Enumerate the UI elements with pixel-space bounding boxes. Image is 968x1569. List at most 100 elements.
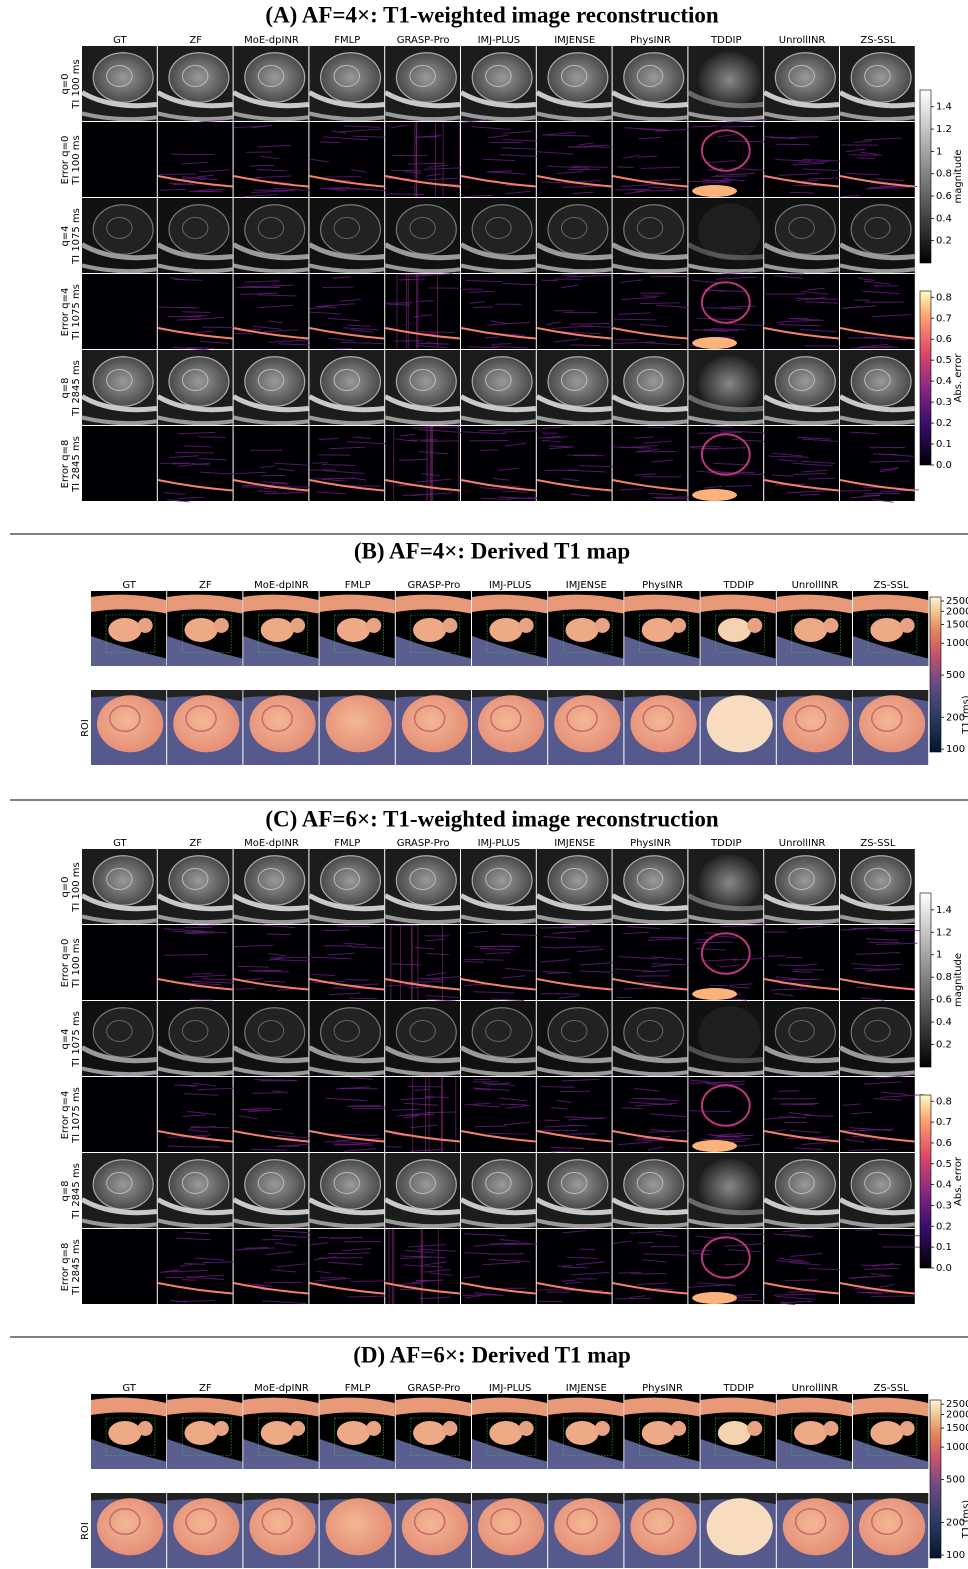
- column-header: IMJ-PLUS: [478, 838, 521, 849]
- error-streak: [499, 1104, 527, 1105]
- image-heart: [169, 357, 229, 407]
- error-streak: [419, 332, 455, 333]
- image-heart: [290, 618, 305, 633]
- colorbar-tick-label: 1.2: [936, 124, 952, 135]
- image-row: [82, 1153, 915, 1228]
- colorbar-tick-label: 0.6: [936, 995, 952, 1006]
- colorbar-tick-label: 1500: [946, 1423, 968, 1434]
- column-header: ZS-SSL: [874, 580, 910, 591]
- image-heart: [321, 856, 381, 906]
- colorbar-tick-label: 0.8: [936, 292, 952, 303]
- row-label: TI 100 ms: [71, 135, 82, 185]
- image-heart: [624, 856, 684, 906]
- image-row: [82, 925, 920, 1001]
- column-header: GRASP-Pro: [397, 838, 450, 849]
- column-header: MoE-dpINR: [244, 35, 299, 46]
- colorbar-tick-label: 0.6: [936, 191, 952, 202]
- colorbar-tick-label: 0.4: [936, 1180, 952, 1191]
- row-label: TI 100 ms: [71, 59, 82, 109]
- image-row: [82, 1075, 924, 1152]
- image-heart: [851, 1008, 911, 1058]
- error-streak: [647, 427, 664, 428]
- error-streak: [694, 942, 734, 943]
- column-header: GRASP-Pro: [397, 35, 450, 46]
- column-header: GT: [122, 580, 136, 591]
- error-streak: [630, 1273, 666, 1274]
- error-streak: [711, 176, 747, 177]
- colorbar: [920, 893, 931, 1067]
- error-streak: [541, 1087, 575, 1088]
- image-heart: [93, 1008, 153, 1058]
- image-heart: [138, 1421, 153, 1436]
- column-header: ZF: [199, 1383, 212, 1394]
- colorbar-label: T1 (ms): [961, 695, 968, 735]
- row-label: q=0: [60, 876, 71, 897]
- image-heart: [261, 1421, 294, 1445]
- error-blob: [692, 1292, 737, 1304]
- image-heart: [548, 53, 608, 103]
- column-header: MoE-dpINR: [254, 1383, 309, 1394]
- image-heart: [97, 695, 163, 752]
- colorbar-label: T1 (ms): [961, 1500, 968, 1540]
- column-header: UnrollINR: [779, 35, 826, 46]
- image-heart: [775, 357, 835, 407]
- image-heart: [337, 1421, 370, 1445]
- image-row: [91, 591, 928, 666]
- colorbar-label: magnitude: [953, 953, 964, 1007]
- image-row: [82, 849, 915, 924]
- colorbar: [930, 1400, 941, 1558]
- image-heart: [326, 1498, 392, 1555]
- image-heart: [548, 1008, 608, 1058]
- image-bg: [82, 122, 157, 197]
- image-heart: [472, 1008, 532, 1058]
- image-heart: [642, 1421, 675, 1445]
- image-heart: [775, 53, 835, 103]
- error-streak: [164, 955, 208, 956]
- image-heart: [851, 205, 911, 255]
- colorbar-tick-label: 100: [946, 1550, 965, 1561]
- colorbar-tick-label: 0.1: [936, 439, 952, 450]
- column-header: PhysINR: [642, 580, 683, 591]
- column-header: GT: [113, 838, 127, 849]
- error-blob: [692, 988, 737, 1000]
- image-heart: [249, 695, 315, 752]
- row-label: TI 100 ms: [71, 862, 82, 912]
- error-streak: [314, 478, 356, 479]
- error-streak: [318, 1238, 351, 1239]
- colorbar-tick-label: 0.2: [936, 1221, 952, 1232]
- colorbar-tick-label: 0.4: [936, 1017, 952, 1028]
- image-heart: [707, 1498, 773, 1555]
- error-streak: [270, 957, 312, 958]
- row-label: Error q=4: [60, 288, 71, 337]
- image-heart: [245, 205, 305, 255]
- column-header: UnrollINR: [792, 1383, 839, 1394]
- column-header: ZS-SSL: [860, 838, 896, 849]
- image-heart: [775, 205, 835, 255]
- image-row: [91, 1493, 928, 1568]
- image-heart: [900, 1421, 915, 1436]
- error-streak: [167, 1146, 190, 1147]
- column-header: GT: [122, 1383, 136, 1394]
- error-streak: [798, 162, 828, 163]
- image-heart: [851, 856, 911, 906]
- image-heart: [396, 53, 456, 103]
- error-streak: [617, 997, 633, 998]
- image-heart: [472, 205, 532, 255]
- image-heart: [173, 1498, 239, 1555]
- colorbar-tick-label: 0.0: [936, 1263, 952, 1274]
- image-heart: [169, 856, 229, 906]
- error-streak: [257, 491, 277, 492]
- error-streak: [322, 287, 353, 288]
- image-heart: [93, 205, 153, 255]
- column-header: IMJENSE: [554, 838, 595, 849]
- error-streak: [345, 980, 369, 981]
- column-header: PhysINR: [642, 1383, 683, 1394]
- column-header: UnrollINR: [792, 580, 839, 591]
- colorbar-tick-label: 1000: [946, 1442, 968, 1453]
- figure: (A) AF=4×: T1-weighted image reconstruct…: [0, 0, 968, 1569]
- column-header: ZF: [199, 580, 212, 591]
- image-heart: [245, 1008, 305, 1058]
- colorbar-tick-label: 0.3: [936, 1200, 952, 1211]
- image-heart: [472, 53, 532, 103]
- colorbar-tick-label: 0.8: [936, 972, 952, 983]
